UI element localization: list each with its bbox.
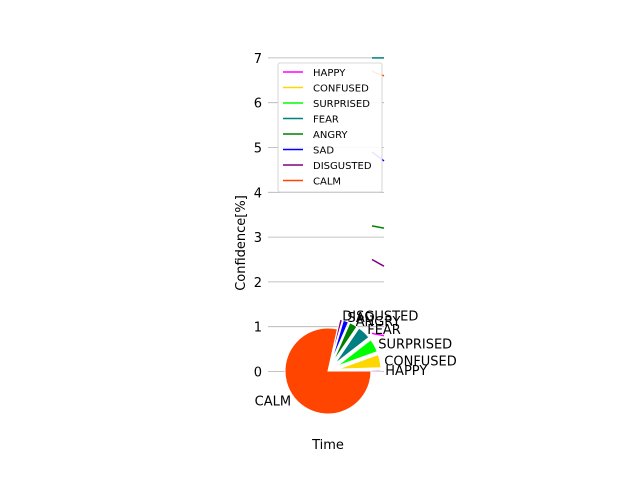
y-tick-label: 1: [254, 321, 262, 336]
pie-slice-confused: [337, 353, 382, 370]
y-tick-labels: 0 1 2 3 4 5 6 7: [254, 52, 262, 381]
pie-slice-calm: [284, 327, 372, 415]
legend: HAPPY CONFUSED SURPRISED FEAR ANGRY SAD DISGUS…: [277, 62, 383, 193]
y-tick-label: 2: [254, 276, 262, 291]
y-tick-label: 7: [254, 52, 262, 67]
legend-entry-sad: SAD: [313, 146, 334, 157]
pie-label-calm: CALM: [255, 395, 291, 410]
pie-label-surprised: SURPRISED: [378, 337, 452, 352]
legend-entry-disgusted: DISGUSTED: [313, 161, 372, 172]
legend-entry-calm: CALM: [313, 177, 341, 188]
pie-slice-angry: [332, 322, 358, 363]
pie-slice-disgusted: [329, 318, 344, 362]
y-tick-label: 3: [254, 231, 262, 246]
pie-label-sad: SAD: [347, 311, 374, 326]
pie-label-fear: FEAR: [367, 323, 401, 338]
x-axis-label: Time: [311, 438, 344, 453]
pie-slice-fear: [334, 327, 370, 365]
y-tick-label: 0: [254, 366, 262, 381]
legend-entry-surprised: SURPRISED: [313, 99, 370, 110]
y-tick-label: 6: [254, 97, 262, 112]
legend-entry-confused: CONFUSED: [313, 84, 369, 95]
legend-frame: [277, 62, 383, 193]
legend-entry-fear: FEAR: [313, 115, 339, 126]
pie-label-angry: ANGRY: [356, 315, 401, 330]
pie-label-happy: HAPPY: [385, 364, 427, 379]
pie-slice-sad: [330, 319, 350, 362]
legend-entry-happy: HAPPY: [313, 68, 346, 79]
series-line-happy: [371, 332, 385, 337]
legend-entry-angry: ANGRY: [313, 130, 348, 141]
y-tick-label: 5: [254, 142, 262, 157]
pie-label-disgusted: DISGUSTED: [342, 310, 418, 325]
y-axis-label: Confidence[%]: [234, 195, 249, 291]
y-tick-label: 4: [254, 186, 262, 201]
pie-label-confused: CONFUSED: [384, 354, 457, 369]
pie-slice-surprised: [336, 339, 378, 367]
series-line-disgusted: [371, 258, 385, 267]
series-line-angry: [371, 225, 385, 229]
